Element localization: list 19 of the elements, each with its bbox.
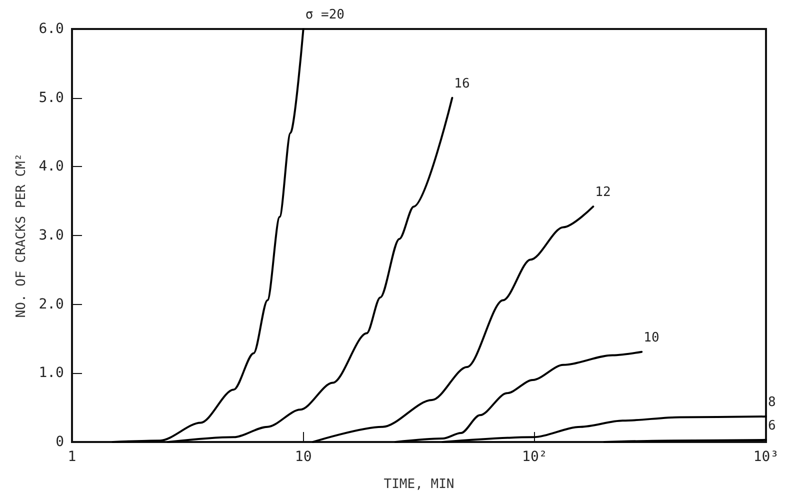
y-tick-label: 6.0 — [38, 21, 64, 37]
y-tick-label: 2.0 — [38, 296, 64, 312]
series-label: σ =20 — [305, 8, 344, 22]
y-tick-label: 4.0 — [38, 158, 64, 175]
series-label: 12 — [595, 185, 611, 200]
series-label: 8 — [768, 395, 776, 410]
series-label: 6 — [768, 418, 776, 434]
x-tick-label: 10³ — [753, 449, 779, 465]
x-tick-label: 1 — [68, 449, 76, 465]
series-label: 16 — [454, 76, 470, 92]
x-tick-label: 10² — [522, 449, 548, 465]
y-axis-title: NO. OF CRACKS PER CM² — [14, 153, 29, 318]
x-tick-label: 10 — [294, 449, 312, 465]
y-tick-label: 1.0 — [38, 365, 64, 382]
series-label: 10 — [644, 330, 660, 346]
x-axis-title: TIME, MIN — [384, 477, 454, 492]
y-tick-label: 5.0 — [38, 90, 64, 106]
y-tick-label: 3.0 — [38, 228, 64, 244]
y-tick-label: 0 — [56, 434, 64, 450]
